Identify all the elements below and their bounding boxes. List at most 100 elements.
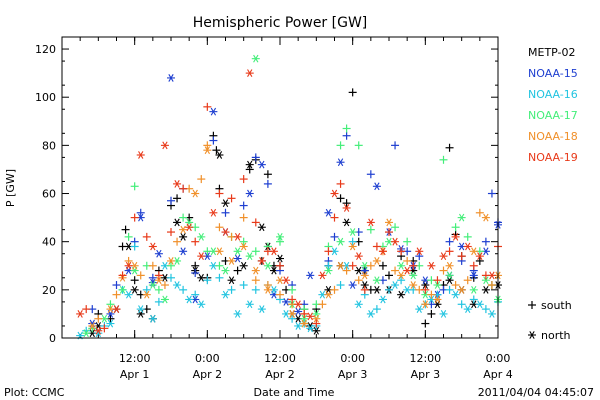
y-tick-label: 60 (42, 188, 56, 201)
point-noaa-19-south (215, 189, 224, 198)
point-noaa-16-south (251, 285, 260, 294)
point-noaa-19-north (160, 141, 169, 150)
point-metp-02-north (239, 261, 248, 270)
point-metp-02-south (342, 199, 351, 208)
point-noaa-15-north (282, 297, 291, 306)
legend-entry: NOAA-16 (528, 88, 578, 101)
point-noaa-18-north (239, 242, 248, 251)
point-noaa-15-south (263, 179, 272, 188)
point-metp-02-north (130, 285, 139, 294)
point-metp-02-north (179, 232, 188, 241)
point-metp-02-south (475, 256, 484, 265)
footer-credit: Plot: CCMC (4, 386, 65, 399)
point-noaa-17-south (336, 141, 345, 150)
point-metp-02-south (233, 266, 242, 275)
point-noaa-15-south (415, 252, 424, 261)
y-tick-label: 80 (42, 139, 56, 152)
point-noaa-17-north (245, 252, 254, 261)
point-noaa-19-north (185, 223, 194, 232)
point-metp-02-north (372, 285, 381, 294)
point-noaa-15-north (233, 254, 242, 263)
point-noaa-15-north (294, 307, 303, 316)
point-metp-02-south (191, 261, 200, 270)
point-noaa-18-south (94, 314, 103, 323)
point-noaa-19-south (203, 102, 212, 111)
point-noaa-16-north (173, 281, 182, 289)
point-noaa-15-north (372, 182, 381, 191)
point-noaa-19-south (360, 285, 369, 294)
point-noaa-16-south (227, 285, 236, 294)
point-noaa-15-north (336, 158, 345, 167)
point-noaa-17-north (445, 271, 454, 280)
point-noaa-16-south (469, 295, 478, 304)
point-noaa-18-north (312, 314, 321, 323)
point-noaa-17-north (324, 266, 333, 275)
point-noaa-17-north (160, 295, 169, 304)
legend-entry: NOAA-18 (528, 130, 578, 143)
point-noaa-19-south (385, 228, 393, 237)
point-noaa-18-north (167, 257, 175, 265)
point-noaa-15-south (112, 281, 121, 290)
point-metp-02-north (360, 281, 369, 289)
point-noaa-19-north (233, 232, 242, 241)
point-noaa-15-south (330, 232, 339, 241)
point-noaa-15-south (366, 170, 375, 179)
point-metp-02-north (197, 273, 206, 282)
point-noaa-16-north (245, 300, 254, 309)
point-metp-02-north (221, 199, 230, 208)
point-noaa-18-south (366, 261, 375, 270)
point-noaa-19-south (324, 247, 333, 256)
point-noaa-16-north (354, 300, 363, 309)
point-noaa-19-north (197, 252, 206, 261)
point-noaa-18-south (439, 266, 448, 275)
point-noaa-18-south (427, 290, 436, 299)
point-noaa-18-north (360, 271, 369, 280)
point-noaa-17-south (463, 232, 472, 241)
point-noaa-18-south (160, 281, 169, 290)
point-noaa-16-north (415, 305, 424, 313)
chart-title: Hemispheric Power [GW] (193, 15, 368, 31)
point-metp-02-north (342, 218, 351, 227)
point-metp-02-north (312, 326, 321, 335)
point-noaa-18-north (179, 225, 188, 234)
point-noaa-16-north (124, 290, 133, 299)
point-metp-02-south (421, 319, 430, 328)
point-noaa-15-south (251, 153, 260, 162)
point-noaa-17-south (154, 285, 163, 294)
point-noaa-19-north (366, 218, 375, 227)
point-noaa-17-north (469, 285, 478, 294)
x-tick-time: 12:00 (409, 352, 441, 365)
point-noaa-18-south (487, 281, 496, 290)
point-noaa-19-south (330, 213, 339, 222)
point-metp-02-north (397, 290, 406, 299)
point-noaa-18-south (148, 261, 157, 270)
point-noaa-17-north (348, 228, 357, 236)
point-metp-02-south (121, 225, 130, 234)
point-noaa-18-south (239, 213, 248, 222)
point-noaa-16-north (439, 310, 448, 318)
point-noaa-17-north (221, 266, 230, 275)
point-noaa-17-north (397, 261, 406, 270)
data-points (76, 54, 502, 340)
point-noaa-17-south (451, 223, 460, 232)
point-noaa-16-south (372, 305, 381, 314)
point-noaa-15-north (167, 74, 175, 82)
point-noaa-19-south (130, 213, 139, 222)
x-tick-date: Apr 2 (265, 368, 295, 381)
point-noaa-18-north (469, 247, 478, 256)
point-metp-02-south (212, 146, 221, 155)
point-noaa-18-north (372, 257, 381, 265)
point-noaa-16-south (385, 285, 393, 294)
point-noaa-16-south (179, 285, 188, 294)
point-noaa-16-north (106, 319, 115, 328)
point-noaa-17-south (124, 232, 133, 241)
point-noaa-16-north (487, 310, 496, 318)
point-noaa-19-north (269, 247, 278, 256)
point-noaa-18-north (263, 285, 272, 294)
point-noaa-17-south (106, 300, 115, 309)
point-noaa-15-south (221, 208, 230, 217)
y-axis-label: P [GW] (4, 169, 17, 207)
point-noaa-16-south (445, 285, 454, 294)
point-noaa-15-north (209, 107, 218, 116)
point-noaa-18-south (251, 276, 260, 285)
